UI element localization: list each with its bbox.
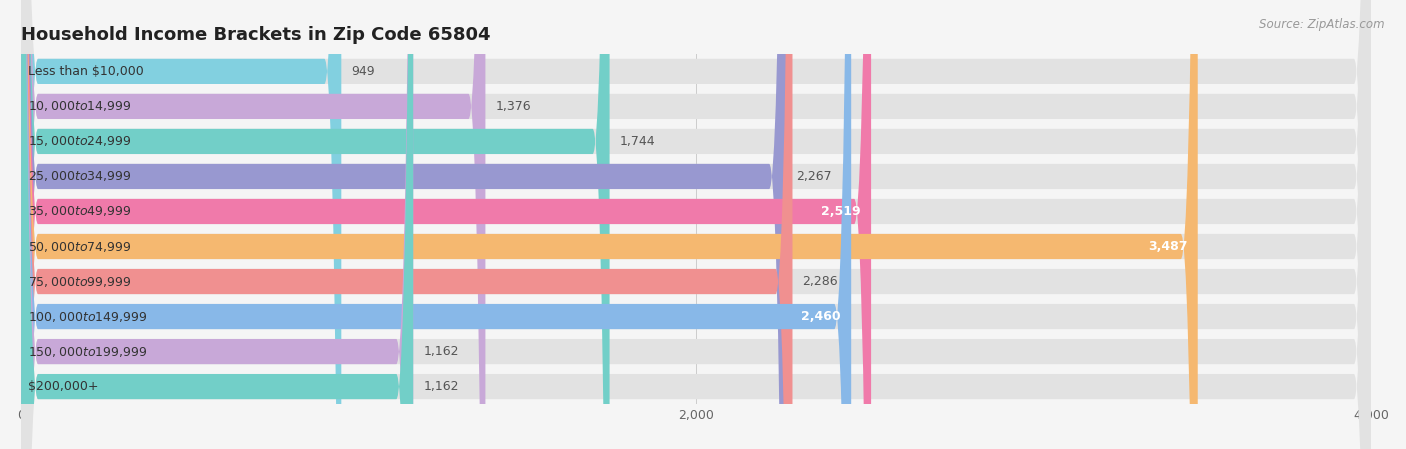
FancyBboxPatch shape bbox=[21, 0, 1371, 449]
Text: 949: 949 bbox=[352, 65, 375, 78]
FancyBboxPatch shape bbox=[21, 0, 1371, 449]
Text: Household Income Brackets in Zip Code 65804: Household Income Brackets in Zip Code 65… bbox=[21, 26, 491, 44]
Text: 2,519: 2,519 bbox=[821, 205, 860, 218]
Text: $50,000 to $74,999: $50,000 to $74,999 bbox=[28, 239, 131, 254]
FancyBboxPatch shape bbox=[21, 0, 1371, 449]
FancyBboxPatch shape bbox=[21, 0, 793, 449]
Text: $10,000 to $14,999: $10,000 to $14,999 bbox=[28, 99, 131, 114]
FancyBboxPatch shape bbox=[21, 0, 1371, 449]
Text: $35,000 to $49,999: $35,000 to $49,999 bbox=[28, 204, 131, 219]
Text: $200,000+: $200,000+ bbox=[28, 380, 98, 393]
Text: Source: ZipAtlas.com: Source: ZipAtlas.com bbox=[1260, 18, 1385, 31]
FancyBboxPatch shape bbox=[21, 0, 851, 449]
Text: Less than $10,000: Less than $10,000 bbox=[28, 65, 143, 78]
Text: 2,286: 2,286 bbox=[803, 275, 838, 288]
FancyBboxPatch shape bbox=[21, 0, 1371, 449]
Text: 2,460: 2,460 bbox=[801, 310, 841, 323]
Text: 2,267: 2,267 bbox=[796, 170, 832, 183]
FancyBboxPatch shape bbox=[21, 0, 1371, 449]
FancyBboxPatch shape bbox=[21, 0, 610, 449]
FancyBboxPatch shape bbox=[21, 0, 413, 449]
Text: 1,376: 1,376 bbox=[495, 100, 531, 113]
Text: $150,000 to $199,999: $150,000 to $199,999 bbox=[28, 344, 148, 359]
Text: $75,000 to $99,999: $75,000 to $99,999 bbox=[28, 274, 131, 289]
FancyBboxPatch shape bbox=[21, 0, 786, 449]
Text: 1,162: 1,162 bbox=[423, 380, 458, 393]
FancyBboxPatch shape bbox=[21, 0, 342, 449]
FancyBboxPatch shape bbox=[21, 0, 1371, 449]
FancyBboxPatch shape bbox=[21, 0, 1198, 449]
Text: $100,000 to $149,999: $100,000 to $149,999 bbox=[28, 309, 148, 324]
Text: 1,744: 1,744 bbox=[620, 135, 655, 148]
Text: $25,000 to $34,999: $25,000 to $34,999 bbox=[28, 169, 131, 184]
Text: 3,487: 3,487 bbox=[1149, 240, 1188, 253]
Text: $15,000 to $24,999: $15,000 to $24,999 bbox=[28, 134, 131, 149]
FancyBboxPatch shape bbox=[21, 0, 872, 449]
FancyBboxPatch shape bbox=[21, 0, 1371, 449]
FancyBboxPatch shape bbox=[21, 0, 413, 449]
Text: 1,162: 1,162 bbox=[423, 345, 458, 358]
FancyBboxPatch shape bbox=[21, 0, 1371, 449]
FancyBboxPatch shape bbox=[21, 0, 485, 449]
FancyBboxPatch shape bbox=[21, 0, 1371, 449]
